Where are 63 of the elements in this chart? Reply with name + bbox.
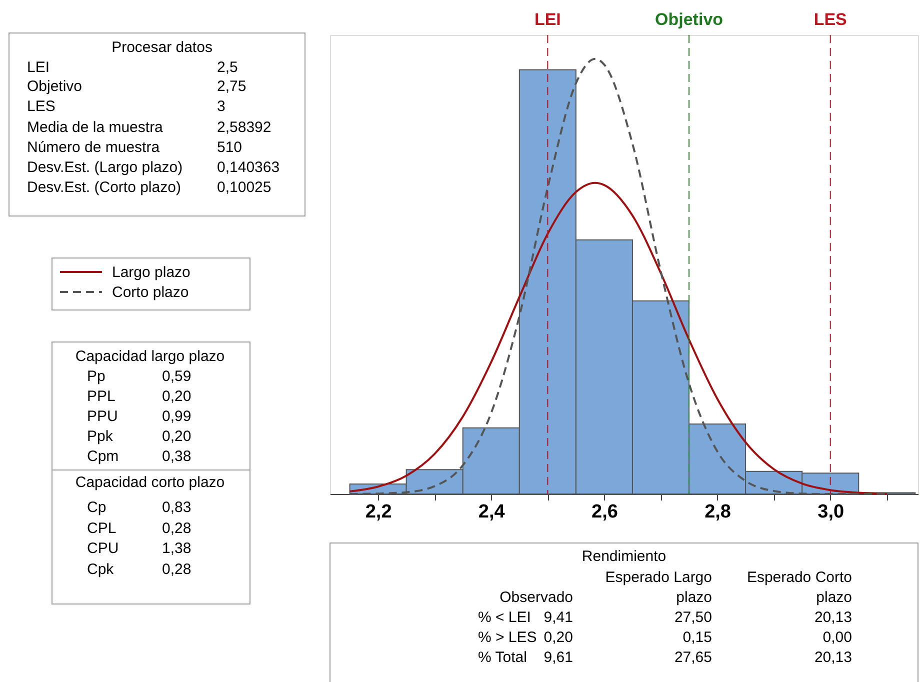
text: Número de muestra [27, 139, 160, 156]
text: 2,5 [217, 59, 238, 76]
text: 0,59 [162, 368, 192, 385]
text: 9,61 [544, 649, 573, 666]
text: 0,10025 [217, 179, 272, 196]
x-tick-label: 2,4 [478, 502, 506, 522]
text: 2,58392 [217, 119, 272, 136]
text: Rendimiento [582, 548, 666, 565]
text: CPL [87, 520, 116, 537]
text: % > LES [478, 629, 537, 646]
text: PPU [87, 408, 118, 425]
text: 0,38 [162, 448, 192, 465]
x-tick-label: 3,0 [818, 502, 844, 522]
text: 0,20 [162, 428, 192, 445]
text: Cpm [87, 448, 119, 465]
text: 0,83 [162, 499, 192, 516]
text: 0,28 [162, 561, 192, 578]
text: 27,65 [674, 649, 712, 666]
text: 3 [217, 98, 226, 115]
text: 0,15 [682, 629, 712, 646]
text: % Total [478, 649, 527, 666]
text: plazo [816, 589, 852, 606]
text: Pp [87, 368, 106, 385]
ref-line-label: Objetivo [655, 10, 724, 29]
text: plazo [676, 589, 712, 606]
x-tick-label: 2,8 [704, 502, 731, 522]
text: Cpk [87, 561, 114, 578]
ref-line-label: LEI [534, 10, 561, 29]
text: 2,75 [217, 78, 246, 95]
text: Media de la muestra [27, 119, 164, 136]
text: 0,140363 [217, 159, 280, 176]
text: CPU [87, 540, 119, 557]
text: Esperado Corto [746, 569, 852, 586]
text: LEI [27, 59, 50, 76]
text: 20,13 [814, 609, 852, 626]
text: 1,38 [162, 540, 192, 557]
text: Objetivo [27, 78, 82, 95]
text: Desv.Est. (Corto plazo) [27, 179, 181, 196]
x-tick-label: 2,2 [365, 502, 392, 522]
text: Procesar datos [112, 39, 212, 56]
text: 9,41 [544, 609, 573, 626]
text: % < LEI [478, 609, 531, 626]
text: 27,50 [674, 609, 712, 626]
text: Capacidad largo plazo [75, 348, 225, 365]
text: 0,99 [162, 408, 192, 425]
legend-label: Corto plazo [112, 284, 189, 301]
text: 510 [217, 139, 242, 156]
text: Ppk [87, 428, 114, 445]
ref-line-label: LES [814, 10, 847, 29]
text: 0,20 [162, 388, 192, 405]
text: Esperado Largo [605, 569, 712, 586]
legend-label: Largo plazo [112, 264, 190, 281]
text: PPL [87, 388, 116, 405]
text: 0,28 [162, 520, 192, 537]
text: LES [27, 98, 56, 115]
text: 0,20 [544, 629, 573, 646]
text: 20,13 [814, 649, 852, 666]
text: Cp [87, 499, 106, 516]
text: Observado [500, 589, 573, 606]
text: Capacidad corto plazo [75, 474, 225, 491]
text: Desv.Est. (Largo plazo) [27, 159, 183, 176]
x-tick-label: 2,6 [592, 502, 618, 522]
text: 0,00 [822, 629, 852, 646]
